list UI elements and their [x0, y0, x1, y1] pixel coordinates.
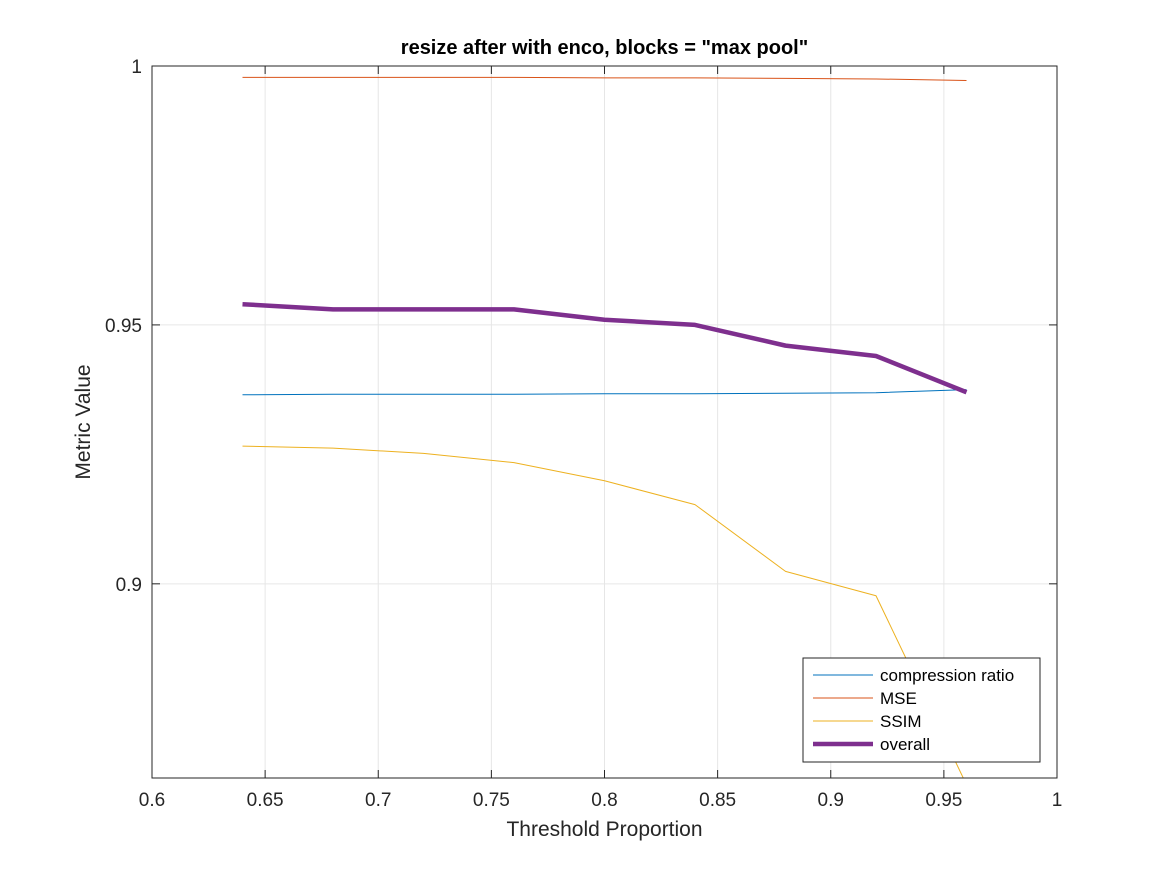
- series-layer: [242, 76, 968, 778]
- axis-ticks: [151, 65, 1058, 778]
- chart-title: resize after with enco, blocks = "max po…: [401, 37, 808, 59]
- x-axis-label: Threshold Proportion: [506, 818, 702, 841]
- x-tick-label: 0.8: [591, 790, 617, 811]
- y-axis-label: Metric Value: [72, 364, 95, 479]
- legend-label: compression ratio: [880, 666, 1014, 685]
- series-line-overall: [242, 301, 968, 395]
- x-tick-label: 0.65: [247, 790, 284, 811]
- x-tick-label: 0.9: [818, 790, 844, 811]
- legend-label: SSIM: [880, 712, 922, 731]
- x-tick-label: 0.7: [365, 790, 391, 811]
- y-tick-label: 0.9: [116, 575, 142, 596]
- x-tick-label: 0.6: [139, 790, 165, 811]
- y-tick-label: 0.95: [105, 316, 142, 337]
- x-tick-label: 0.75: [473, 790, 510, 811]
- legend-label: overall: [880, 735, 930, 754]
- axis-tick-labels: 0.6 0.65 0.7 0.75 0.8 0.85 0.9 0.95 1 0.9 0.95 1: [105, 57, 1062, 811]
- x-tick-label: 0.85: [699, 790, 736, 811]
- series-line-ssim: [242, 445, 964, 778]
- legend: compression ratio MSE SSIM overall: [802, 657, 1041, 763]
- series-line-compression-ratio: [242, 389, 967, 396]
- y-tick-label: 1: [131, 57, 142, 78]
- series-line-mse: [242, 76, 967, 81]
- x-tick-label: 1: [1052, 790, 1063, 811]
- legend-label: MSE: [880, 689, 917, 708]
- x-tick-label: 0.95: [925, 790, 962, 811]
